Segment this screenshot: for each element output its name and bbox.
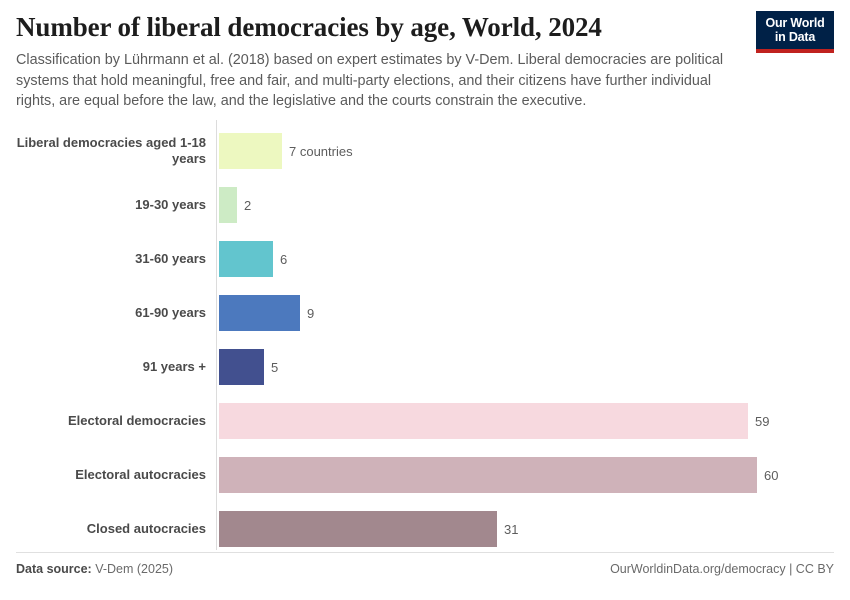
- bar-track: 31: [219, 511, 518, 547]
- bar-rect[interactable]: [219, 187, 237, 223]
- bar-value-label: 31: [504, 521, 519, 537]
- bar-row[interactable]: 91 years + 5: [0, 340, 850, 394]
- bar-track: 2: [219, 187, 251, 223]
- data-source: Data source: V-Dem (2025): [16, 562, 173, 576]
- bar-track: 5: [219, 349, 278, 385]
- bar-category-label: 31-60 years: [135, 250, 206, 266]
- bar-rect[interactable]: [219, 295, 300, 331]
- bar-row[interactable]: Electoral democracies 59: [0, 394, 850, 448]
- data-source-value: V-Dem (2025): [95, 562, 174, 576]
- bar-value-label: 6: [280, 251, 288, 267]
- bar-category-label: 91 years +: [142, 358, 206, 374]
- y-axis-line: [216, 120, 217, 550]
- bar-row[interactable]: 61-90 years 9: [0, 286, 850, 340]
- bar-category-label: Electoral democracies: [67, 412, 206, 428]
- bar-row[interactable]: 19-30 years 2: [0, 178, 850, 232]
- logo-line-2: in Data: [774, 30, 816, 44]
- bar-value-label: 9: [307, 305, 315, 321]
- plot-area: Liberal democracies aged 1-18 years 7 cou…: [0, 120, 850, 550]
- page-title: Number of liberal democracies by age, Wo…: [16, 12, 602, 42]
- bar-value-label: 59: [755, 413, 770, 429]
- bar-track: 60: [219, 457, 778, 493]
- bar-row[interactable]: Closed autocracies 31: [0, 502, 850, 556]
- data-source-label: Data source:: [16, 562, 92, 576]
- bar-track: 9: [219, 295, 314, 331]
- bar-value-label: 7 countries: [289, 143, 353, 159]
- our-world-in-data-logo[interactable]: Our World in Data: [756, 11, 834, 53]
- logo-line-1: Our World: [765, 16, 825, 30]
- bar-rect[interactable]: [219, 349, 264, 385]
- bar-row[interactable]: Electoral autocracies 60: [0, 448, 850, 502]
- bar-row[interactable]: Liberal democracies aged 1-18 years 7 cou…: [0, 124, 850, 178]
- attribution-link[interactable]: OurWorldinData.org/democracy | CC BY: [610, 562, 834, 576]
- bar-rect[interactable]: [219, 511, 497, 547]
- bar-category-label: Liberal democracies aged 1-18 years: [16, 134, 206, 166]
- bar-category-label: Electoral autocracies: [75, 466, 206, 482]
- bar-rect[interactable]: [219, 403, 748, 439]
- bar-category-label: Closed autocracies: [86, 520, 206, 536]
- bar-value-label: 60: [764, 467, 779, 483]
- bar-rect[interactable]: [219, 457, 757, 493]
- bar-rect[interactable]: [219, 241, 273, 277]
- bar-track: 7 countries: [219, 133, 353, 169]
- bar-category-label: 61-90 years: [135, 304, 206, 320]
- chart-header: Number of liberal democracies by age, Wo…: [16, 12, 756, 112]
- bar-value-label: 5: [271, 359, 279, 375]
- bar-track: 59: [219, 403, 769, 439]
- bar-track: 6: [219, 241, 287, 277]
- chart-footer: Data source: V-Dem (2025) OurWorldinData…: [16, 552, 834, 586]
- chart-subtitle: Classification by Lührmann et al. (2018)…: [16, 52, 724, 110]
- bar-value-label: 2: [244, 197, 252, 213]
- bar-rect[interactable]: [219, 133, 282, 169]
- bar-row[interactable]: 31-60 years 6: [0, 232, 850, 286]
- bar-category-label: 19-30 years: [135, 196, 206, 212]
